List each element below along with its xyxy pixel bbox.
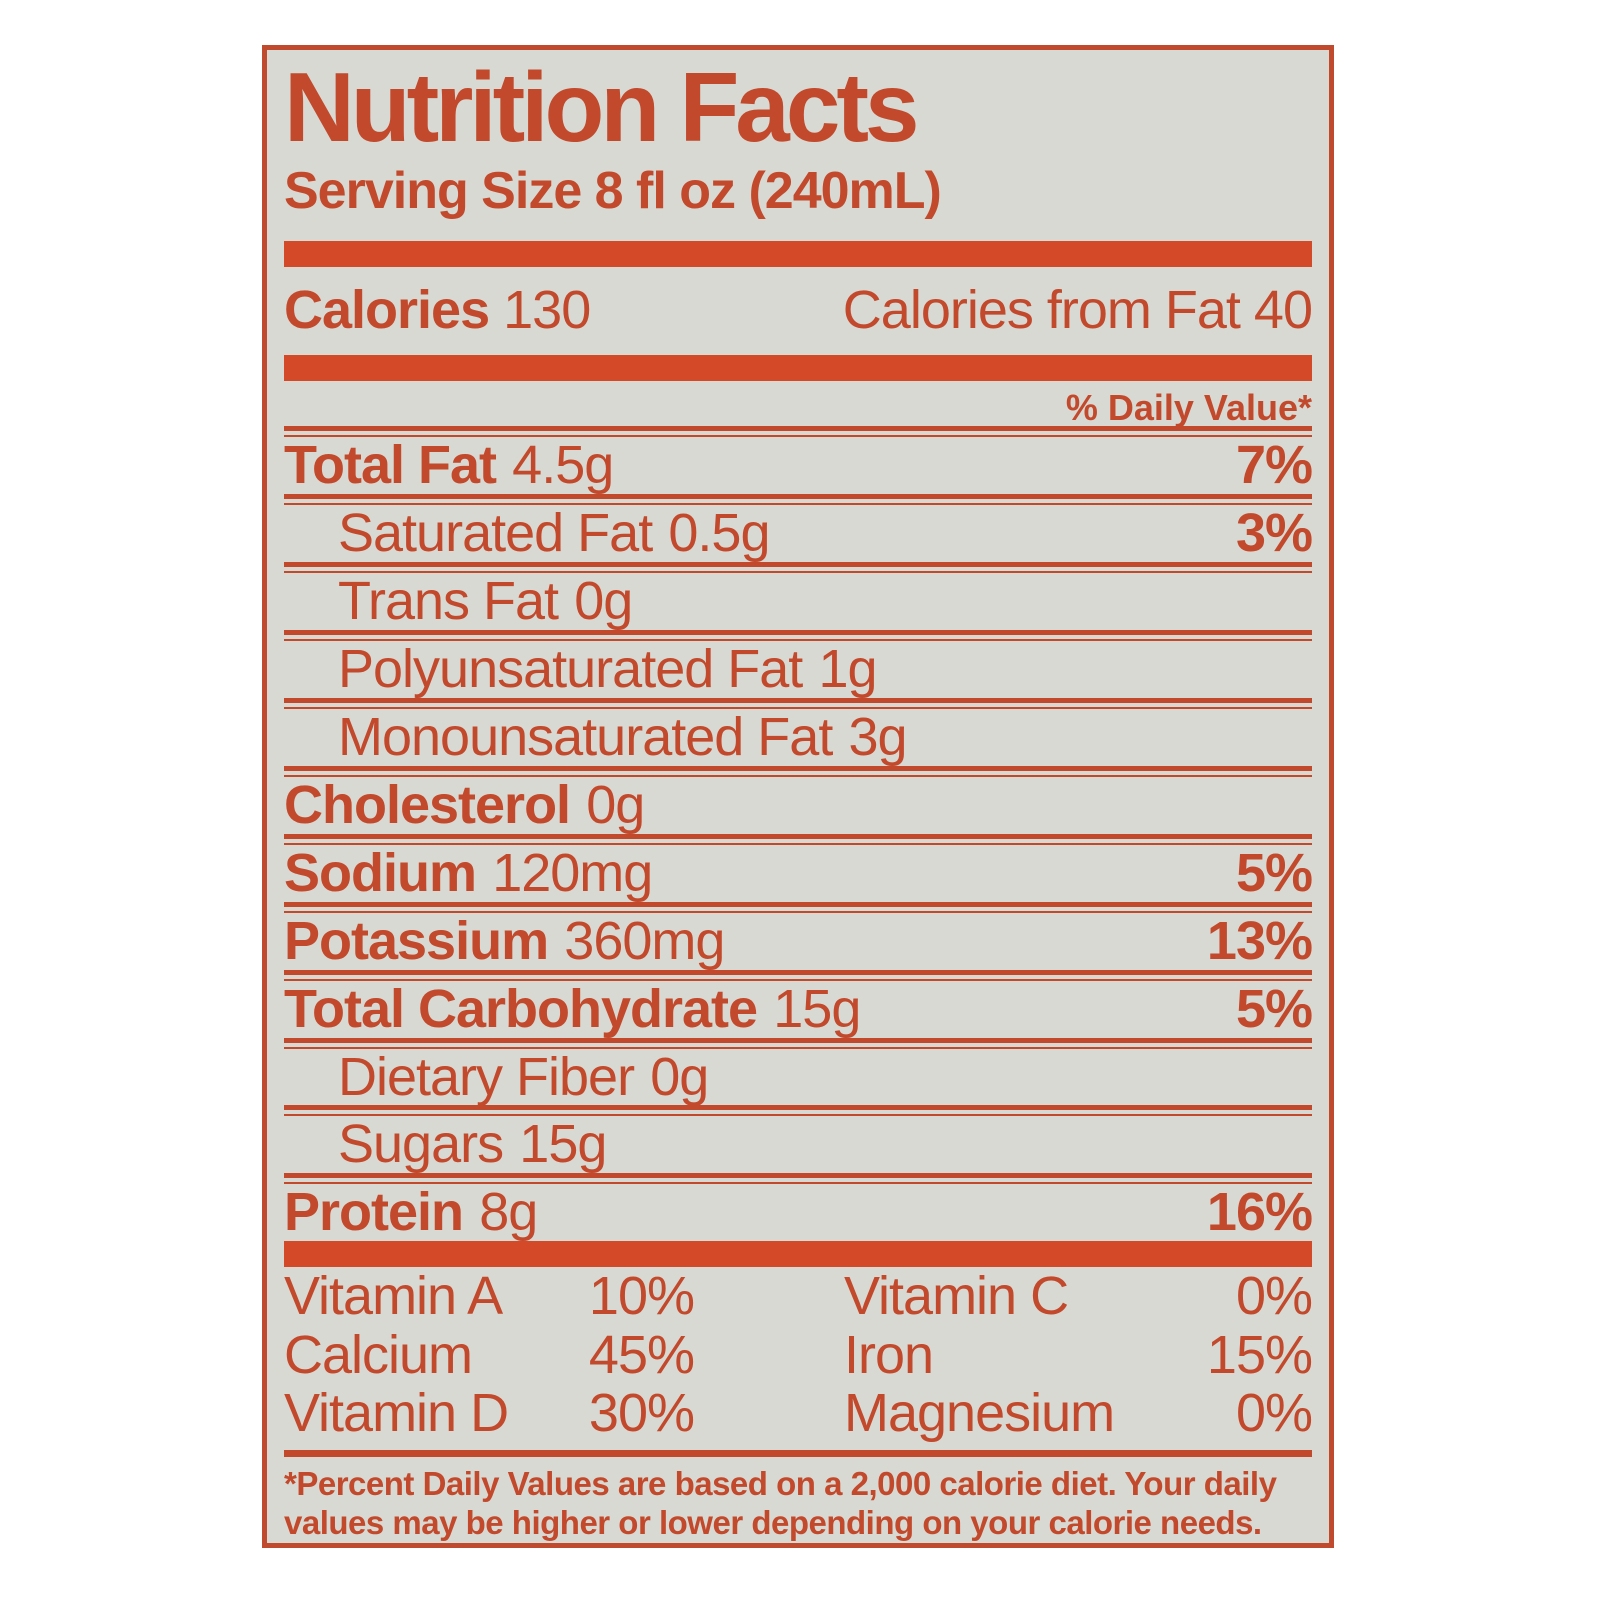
nutrient-daily-value: 13%: [1206, 910, 1313, 971]
thick-bar-vitamins: [284, 1241, 1312, 1268]
nutrient-amount: 0g: [574, 571, 633, 632]
nutrient-row-polyunsaturated-fat: Polyunsaturated Fat 1g: [284, 641, 1312, 698]
divider: [284, 494, 1312, 506]
nutrient-daily-value: 16%: [1206, 1182, 1313, 1243]
vitamin-value: 0%: [1235, 1266, 1313, 1327]
calories-from-fat-value: 40: [1253, 279, 1313, 340]
nutrient-row-sugars: Sugars 15g: [284, 1116, 1312, 1173]
nutrient-daily-value: 7%: [1235, 435, 1313, 496]
nutrient-name: Sodium: [284, 842, 477, 903]
nutrient-amount: 15g: [773, 978, 861, 1039]
nutrient-daily-value: 5%: [1235, 978, 1313, 1039]
divider: [284, 562, 1312, 574]
nutrient-amount: 4.5g: [512, 435, 614, 496]
vitamin-name: Calcium: [284, 1324, 473, 1385]
nutrient-row-saturated-fat: Saturated Fat 0.5g 3%: [284, 503, 1313, 564]
nutrient-name: Total Carbohydrate: [284, 978, 758, 1039]
divider: [284, 698, 1312, 710]
calories-right: Calories from Fat 40: [842, 279, 1313, 340]
footnote: *Percent Daily Values are based on a 2,0…: [284, 1465, 1312, 1543]
nutrient-name: Protein: [284, 1182, 464, 1243]
calories-left: Calories 130: [284, 279, 591, 340]
nutrient-row-sodium: Sodium 120mg 5%: [284, 842, 1313, 903]
nutrient-name: Total Fat: [284, 435, 497, 496]
divider: [284, 1173, 1312, 1185]
thick-bar-calories: [284, 354, 1312, 381]
nutrient-name: Saturated Fat: [338, 503, 653, 564]
nutrient-amount: 0g: [650, 1046, 709, 1107]
nutrient-name: Trans Fat: [338, 571, 559, 632]
nutrient-row-monounsaturated-fat: Monounsaturated Fat 3g: [284, 709, 1312, 766]
nutrient-row-total-fat: Total Fat 4.5g 7%: [284, 435, 1313, 496]
vitamin-value: 45%: [588, 1324, 695, 1385]
nutrient-amount: 8g: [479, 1182, 538, 1243]
vitamin-name: Vitamin C: [844, 1266, 1069, 1327]
nutrient-amount: 1g: [818, 639, 877, 700]
nutrient-amount: 15g: [519, 1114, 607, 1175]
vitamin-name: Vitamin A: [284, 1266, 503, 1327]
divider: [284, 426, 1312, 438]
vitamin-row: Vitamin A 10% Vitamin C 0%: [284, 1266, 1313, 1327]
divider: [284, 969, 1312, 981]
nutrient-daily-value: 3%: [1235, 503, 1313, 564]
calories-row: Calories 130 Calories from Fat 40: [284, 279, 1313, 340]
footnote-line-1: *Percent Daily Values are based on a 2,0…: [284, 1465, 1277, 1503]
nutrient-row-total-carbohydrate: Total Carbohydrate 15g 5%: [284, 978, 1313, 1039]
nutrient-amount: 3g: [848, 707, 908, 768]
nutrient-row-potassium: Potassium 360mg 13%: [284, 910, 1313, 971]
vitamin-value: 0%: [1235, 1382, 1313, 1443]
nutrient-row-dietary-fiber: Dietary Fiber 0g: [284, 1049, 1312, 1106]
vitamin-name: Magnesium: [844, 1382, 1115, 1443]
nutrient-amount: 360mg: [564, 910, 725, 971]
nutrition-label: Nutrition Facts Serving Size 8 fl oz (24…: [262, 45, 1334, 1548]
vitamin-value: 10%: [588, 1266, 695, 1327]
thick-bar-top: [284, 240, 1312, 267]
calories-from-fat-label: Calories from Fat: [842, 279, 1241, 340]
nutrient-row-protein: Protein 8g 16%: [284, 1182, 1313, 1243]
nutrient-row-trans-fat: Trans Fat 0g: [284, 573, 1312, 630]
divider: [284, 833, 1312, 845]
divider: [284, 1105, 1312, 1117]
calories-label: Calories: [284, 279, 490, 340]
divider: [284, 901, 1312, 913]
vitamin-value: 30%: [588, 1382, 695, 1443]
nutrient-name: Cholesterol: [284, 774, 571, 835]
nutrient-name: Potassium: [284, 910, 549, 971]
footnote-line-2: values may be higher or lower depending …: [284, 1504, 1262, 1542]
label-title: Nutrition Facts: [284, 52, 919, 162]
calories-value: 130: [503, 279, 591, 340]
vitamins-table: Vitamin A 10% Vitamin C 0% Calcium 45% I…: [284, 1266, 1313, 1443]
nutrient-amount: 0.5g: [668, 503, 770, 564]
daily-value-header: % Daily Value*: [1065, 386, 1312, 428]
nutrient-name: Polyunsaturated Fat: [338, 639, 803, 700]
vitamin-row: Vitamin D 30% Magnesium 0%: [284, 1382, 1313, 1443]
nutrient-daily-value: 5%: [1235, 842, 1313, 903]
vitamin-value: 15%: [1206, 1324, 1313, 1385]
vitamin-name: Iron: [844, 1324, 934, 1385]
serving-size: Serving Size 8 fl oz (240mL): [284, 162, 942, 220]
vitamin-row: Calcium 45% Iron 15%: [284, 1324, 1313, 1385]
nutrient-name: Monounsaturated Fat: [338, 707, 833, 768]
footnote-divider: [284, 1450, 1312, 1458]
vitamin-name: Vitamin D: [284, 1382, 509, 1443]
divider: [284, 630, 1312, 642]
nutrient-name: Sugars: [338, 1114, 504, 1175]
nutrient-row-cholesterol: Cholesterol 0g: [284, 777, 1312, 834]
nutrient-amount: 0g: [586, 774, 645, 835]
divider: [284, 765, 1312, 777]
nutrient-name: Dietary Fiber: [338, 1046, 635, 1107]
divider: [284, 1037, 1312, 1049]
nutrient-amount: 120mg: [492, 842, 653, 903]
